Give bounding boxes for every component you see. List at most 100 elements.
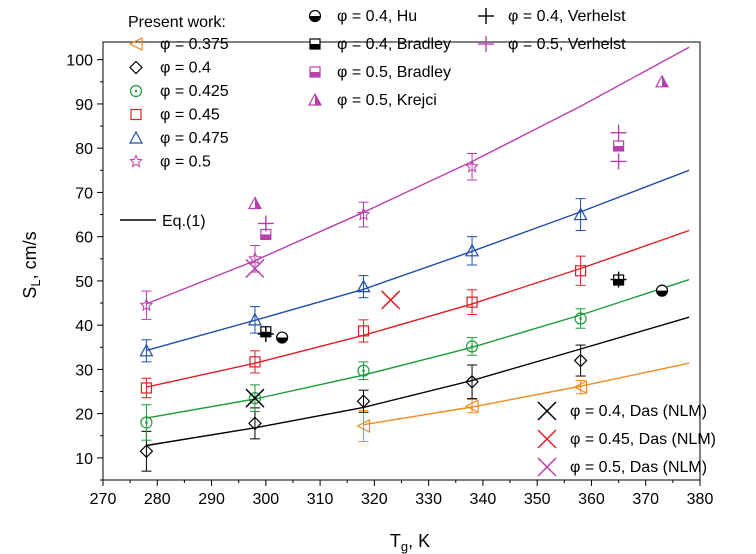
legend-header: Present work: bbox=[128, 14, 226, 31]
x-tick-label: 380 bbox=[687, 491, 714, 508]
marker-dot bbox=[145, 421, 148, 424]
marker-shape bbox=[139, 444, 154, 459]
marker-diamond bbox=[139, 444, 154, 459]
marker-shape bbox=[464, 399, 479, 414]
marker-diamond bbox=[356, 394, 371, 409]
legend-label-das: φ = 0.4, Das (NLM) bbox=[570, 403, 707, 420]
marker-shape bbox=[537, 457, 557, 477]
marker-circle-dot bbox=[574, 312, 587, 325]
marker-plus bbox=[257, 326, 274, 342]
y-tick-label: 30 bbox=[75, 362, 93, 379]
marker-diamond bbox=[573, 353, 588, 368]
marker-shape bbox=[465, 243, 480, 257]
marker-shape bbox=[466, 296, 478, 308]
marker-shape bbox=[574, 312, 587, 325]
y-tick-label: 60 bbox=[75, 230, 93, 247]
marker-square bbox=[140, 382, 153, 394]
marker-circle-dot bbox=[357, 364, 370, 377]
marker-diamond bbox=[129, 60, 143, 75]
legend-label-phi-0.425: φ = 0.425 bbox=[160, 83, 229, 100]
marker-shape bbox=[245, 388, 265, 408]
legend-label-literature: φ = 0.5, Verhelst bbox=[508, 36, 626, 53]
legend-label-literature: φ = 0.4, Verhelst bbox=[508, 8, 626, 25]
marker-star bbox=[465, 159, 480, 173]
marker-shape bbox=[128, 130, 144, 144]
marker-tri-left bbox=[356, 419, 371, 433]
marker-shape bbox=[249, 356, 261, 368]
marker-half-triangle bbox=[654, 74, 670, 88]
marker-shape bbox=[356, 279, 371, 293]
marker-dot bbox=[362, 369, 365, 373]
legend: φ = 0.375 φ = 0.4 φ = 0.425 φ = 0.45 φ = 0.4… bbox=[120, 8, 716, 477]
marker-shape bbox=[573, 207, 588, 221]
legend-label-das: φ = 0.45, Das (NLM) bbox=[570, 431, 716, 448]
marker-shape bbox=[129, 60, 143, 75]
x-tick-label: 350 bbox=[524, 491, 551, 508]
model-curve-phi-0.45 bbox=[146, 229, 690, 388]
marker-shape bbox=[248, 251, 262, 265]
marker-plus bbox=[478, 36, 494, 52]
marker-shape bbox=[465, 340, 479, 353]
legend-label-literature: φ = 0.4, Bradley bbox=[337, 36, 451, 53]
model-curves bbox=[146, 46, 690, 447]
marker-triangle bbox=[247, 312, 262, 326]
marker-circle-dot bbox=[129, 84, 143, 98]
marker-shape bbox=[465, 159, 480, 173]
legend-label-literature: φ = 0.4, Hu bbox=[337, 8, 417, 25]
marker-square bbox=[574, 265, 587, 277]
marker-shape bbox=[356, 419, 371, 433]
marker-dot bbox=[470, 345, 474, 348]
marker-dot bbox=[579, 317, 582, 320]
marker-shape bbox=[356, 394, 371, 409]
x-axis-title: Tg, K bbox=[390, 531, 430, 554]
marker-star bbox=[129, 154, 143, 168]
marker-cross bbox=[537, 457, 557, 477]
x-tick-label: 320 bbox=[361, 491, 388, 508]
y-axis-title: SL, cm/s bbox=[20, 231, 43, 298]
x-tick-label: 340 bbox=[470, 491, 497, 508]
marker-plus bbox=[257, 215, 274, 232]
marker-fill bbox=[315, 94, 321, 105]
y-tick-label: 10 bbox=[75, 451, 93, 468]
marker-square bbox=[466, 296, 478, 308]
marker-shape bbox=[247, 312, 262, 326]
model-curve-phi-0.375 bbox=[363, 362, 690, 426]
marker-half-triangle bbox=[307, 92, 323, 106]
marker-triangle bbox=[128, 130, 144, 144]
marker-shape bbox=[357, 325, 370, 337]
marker-cross bbox=[245, 388, 265, 408]
marker-square bbox=[130, 108, 142, 121]
legend-label-phi-0.45: φ = 0.45 bbox=[160, 107, 220, 124]
marker-plus bbox=[478, 8, 494, 24]
marker-triangle bbox=[139, 343, 154, 357]
x-tick-label: 310 bbox=[307, 491, 334, 508]
marker-shape bbox=[573, 380, 588, 395]
y-tick-label: 20 bbox=[75, 407, 93, 424]
x-tick-label: 300 bbox=[252, 491, 279, 508]
marker-plus bbox=[610, 124, 627, 141]
marker-shape bbox=[381, 290, 401, 310]
marker-shape bbox=[573, 353, 588, 368]
marker-fill bbox=[310, 72, 320, 77]
marker-triangle bbox=[465, 243, 480, 257]
data-markers bbox=[139, 74, 670, 459]
marker-fill bbox=[613, 145, 624, 151]
legend-label-das: φ = 0.5, Das (NLM) bbox=[570, 459, 707, 476]
legend-label-phi-0.5: φ = 0.5 bbox=[160, 154, 211, 171]
marker-shape bbox=[130, 108, 142, 121]
marker-half-circle bbox=[276, 331, 289, 344]
marker-shape bbox=[248, 392, 262, 405]
legend-label-phi-0.375: φ = 0.375 bbox=[160, 36, 229, 53]
marker-fill bbox=[254, 197, 261, 209]
y-tick-label: 50 bbox=[75, 274, 93, 291]
marker-fill bbox=[309, 16, 321, 22]
legend-label-eq: Eq.(1) bbox=[162, 213, 206, 230]
marker-plus bbox=[610, 271, 627, 288]
model-curve-phi-0.475 bbox=[146, 169, 690, 352]
marker-tri-left bbox=[128, 37, 143, 51]
model-curve-phi-0.5 bbox=[146, 46, 690, 305]
marker-fill bbox=[310, 44, 320, 49]
marker-fill bbox=[260, 234, 271, 240]
legend-label-phi-0.475: φ = 0.475 bbox=[160, 130, 229, 147]
y-tick-label: 90 bbox=[75, 97, 93, 114]
